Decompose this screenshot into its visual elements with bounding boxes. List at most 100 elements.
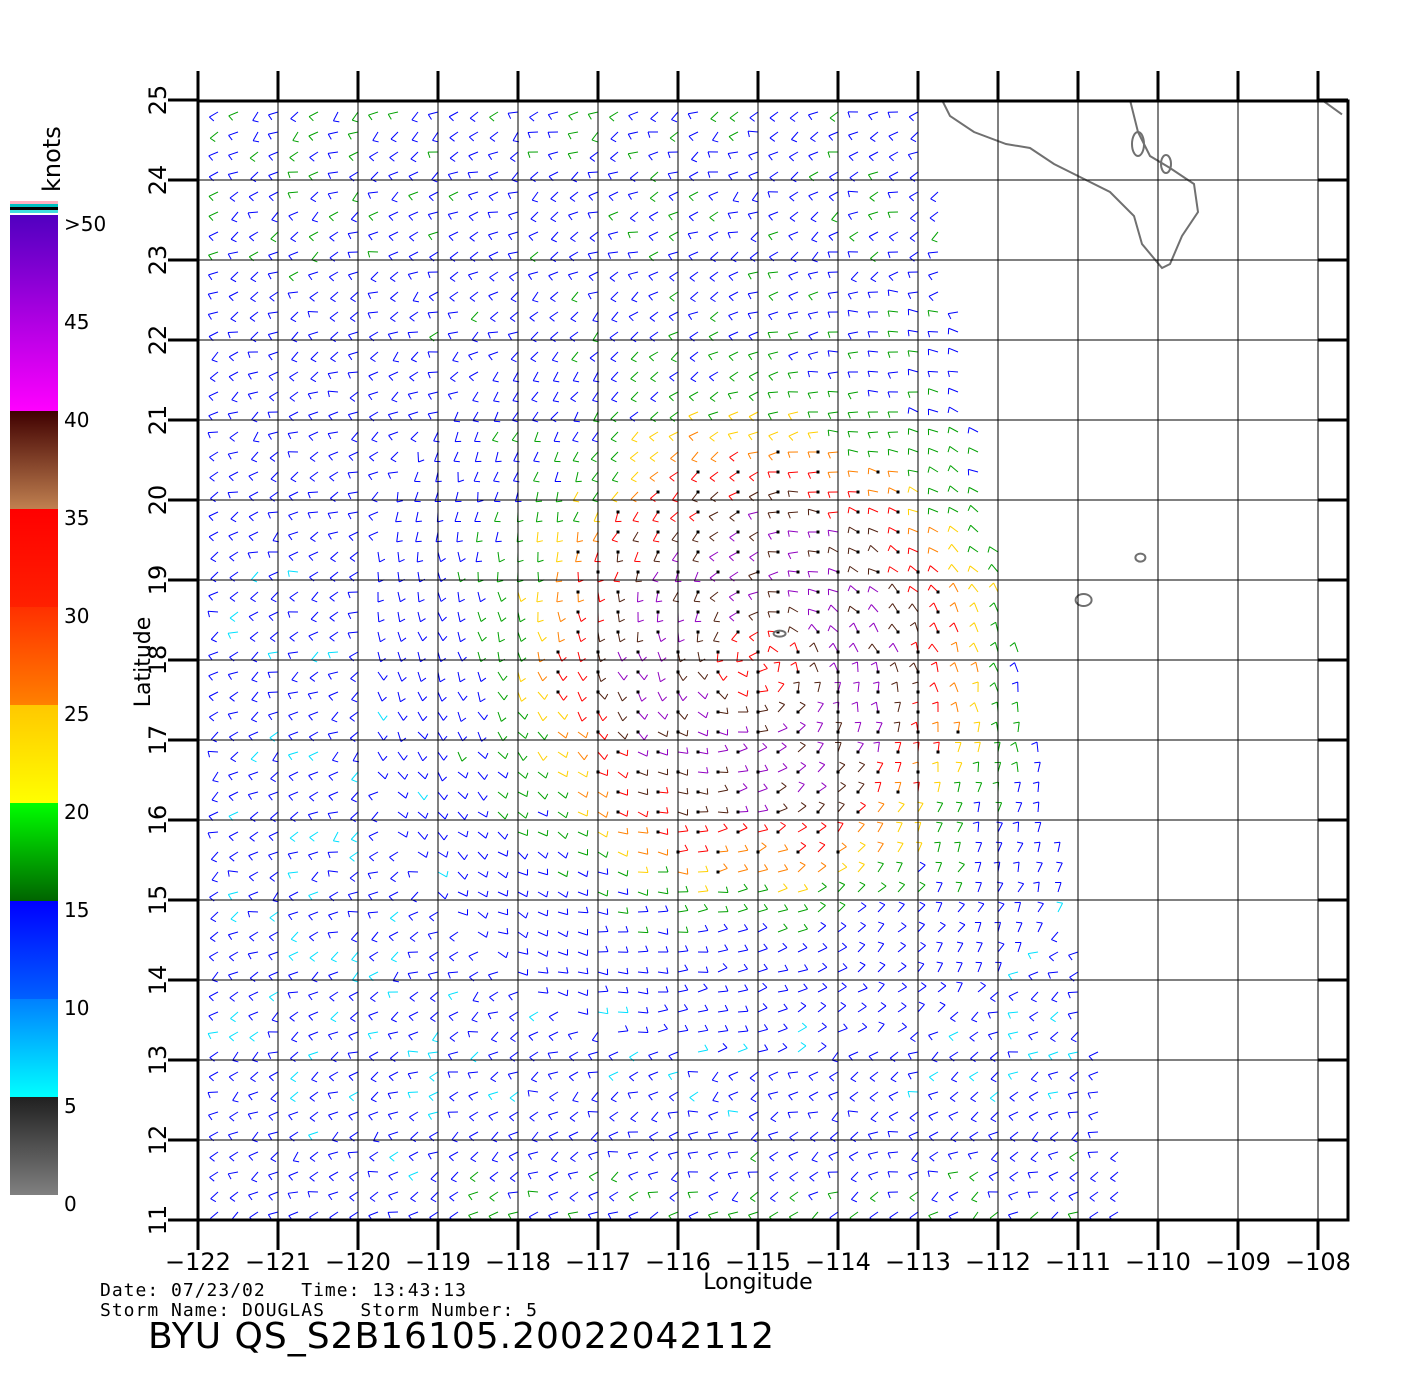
wind-barb-icon [517,731,529,739]
wind-barb-icon [392,351,400,363]
wind-barb-icon [489,1191,499,1202]
wind-barb-icon [728,351,739,362]
wind-barb-icon [629,1071,639,1082]
wind-barb-icon [768,291,779,301]
wind-barb-icon [737,903,748,913]
wind-barb-icon [397,711,408,721]
wind-barb-icon [527,151,539,159]
wind-barb-icon [956,941,964,953]
wind-barb-icon [808,1071,819,1081]
wind-barb-icon [748,1111,759,1122]
wind-barb-icon [248,531,259,541]
wind-barb-icon [608,1071,619,1081]
wind-barb-icon [777,1003,788,1013]
wind-barb-icon [407,391,419,400]
wind-barb-icon [557,851,569,859]
wind-barb-icon [571,351,579,363]
wind-barb-icon [437,631,448,642]
wind-barb-icon [397,691,406,703]
wind-barb-icon [537,890,549,898]
wind-barb-icon [457,551,466,563]
wind-barb-icon [747,511,759,520]
wind-barb-icon [227,631,239,639]
wind-barb-icon [248,1191,259,1201]
wind-barb-icon [689,351,699,362]
wind-barb-icon [708,411,719,421]
wind-barb-icon [1067,1211,1079,1220]
wind-barb-icon [228,291,239,302]
wind-barb-icon [468,1091,479,1101]
wind-barb-icon [489,111,499,122]
wind-barb-icon [669,471,679,482]
wind-barb-icon [429,1071,439,1082]
wind-barb-icon [890,1071,899,1083]
wind-barb-icon [729,451,739,462]
wind-barb-icon [250,451,259,463]
wind-barb-icon [387,411,399,420]
wind-barb-icon [468,191,479,201]
wind-barb-icon [816,741,824,754]
wind-barb-icon [232,1091,239,1103]
wind-barb-icon [747,291,759,300]
wind-barb-icon [592,391,599,403]
wind-barb-icon [397,551,405,563]
wind-barb-icon [657,1023,668,1033]
wind-barb-icon [797,1022,807,1033]
wind-barb-icon [457,631,466,643]
wind-barb-icon [907,308,919,316]
wind-barb-icon [348,531,359,541]
wind-barb-icon [250,711,259,723]
wind-barb-icon [1067,1051,1079,1060]
wind-barb-icon [728,131,739,142]
wind-barb-icon [348,1031,359,1041]
wind-barb-icon [697,691,709,700]
wind-barb-icon [627,231,639,239]
wind-barb-icon [767,510,780,519]
wind-barb-icon [777,883,788,893]
wind-barb-icon [908,603,919,613]
wind-barb-icon [267,1031,279,1038]
wind-barb-icon [614,510,622,523]
wind-barb-icon [967,504,979,513]
wind-barb-icon [328,451,339,461]
wind-barb-icon [877,901,886,913]
wind-barb-icon [572,1091,579,1103]
wind-barb-icon [588,271,599,282]
wind-barb-icon [407,1071,419,1080]
wind-barb-icon [989,682,999,693]
wind-barb-icon [597,908,609,916]
wind-barb-icon [557,770,569,778]
wind-barb-icon [509,1171,519,1182]
wind-barb-icon [897,941,906,953]
wind-barb-icon [417,851,429,858]
wind-barb-icon [1013,721,1020,733]
wind-barb-icon [231,391,239,403]
wind-barb-icon [777,723,788,733]
wind-barb-icon [388,1171,399,1181]
wind-barb-icon [248,1091,259,1101]
wind-barb-icon [969,642,979,653]
wind-barb-icon [289,151,299,162]
wind-barb-icon [287,570,299,577]
wind-barb-icon [949,602,959,613]
wind-barb-icon [737,963,748,973]
wind-barb-icon [587,1111,599,1118]
wind-barb-icon [637,889,649,896]
wind-barb-icon [329,631,339,642]
wind-barb-icon [749,111,759,122]
wind-barb-icon [887,191,899,199]
wind-barb-icon [387,1031,399,1040]
wind-barb-icon [427,971,439,980]
wind-barb-icon [868,231,879,242]
wind-barb-icon [489,1171,499,1182]
wind-barb-icon [709,591,719,602]
wind-barb-icon [368,891,379,901]
wind-barb-icon [1027,1051,1039,1060]
wind-barb-icon [617,671,628,681]
wind-barb-icon [507,251,519,260]
wind-barb-icon [528,1031,539,1041]
wind-barb-icon [289,1131,299,1142]
wind-barb-icon [727,431,739,440]
wind-barb-icon [797,904,809,913]
wind-barb-icon [737,726,749,733]
